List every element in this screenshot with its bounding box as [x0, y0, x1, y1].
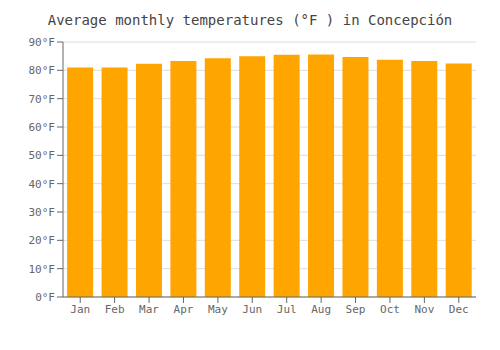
svg-text:Apr: Apr — [174, 303, 194, 316]
svg-text:60°F: 60°F — [29, 121, 56, 134]
svg-text:Jun: Jun — [242, 303, 262, 316]
svg-text:May: May — [208, 303, 228, 316]
svg-text:Dec: Dec — [449, 303, 469, 316]
svg-text:30°F: 30°F — [29, 206, 56, 219]
svg-text:40°F: 40°F — [29, 178, 56, 191]
svg-text:90°F: 90°F — [29, 36, 56, 49]
svg-text:Jan: Jan — [70, 303, 90, 316]
svg-text:50°F: 50°F — [29, 149, 56, 162]
html-text:Average monthly temperatures (: Average monthly temperatures (°F ) in Co… — [47, 12, 453, 28]
svg-text:Mar: Mar — [139, 303, 159, 316]
svg-text:Feb: Feb — [105, 303, 125, 316]
svg-text:20°F: 20°F — [29, 234, 56, 247]
svg-text:0°F: 0°F — [35, 291, 55, 304]
svg-text:10°F: 10°F — [29, 263, 56, 276]
svg-text:Nov: Nov — [414, 303, 434, 316]
svg-text:70°F: 70°F — [29, 93, 56, 106]
svg-text:80°F: 80°F — [29, 64, 56, 77]
svg-text:Jul: Jul — [277, 303, 297, 316]
svg-text:Aug: Aug — [311, 303, 331, 316]
svg-text:Oct: Oct — [380, 303, 400, 316]
svg-text:Sep: Sep — [346, 303, 366, 316]
